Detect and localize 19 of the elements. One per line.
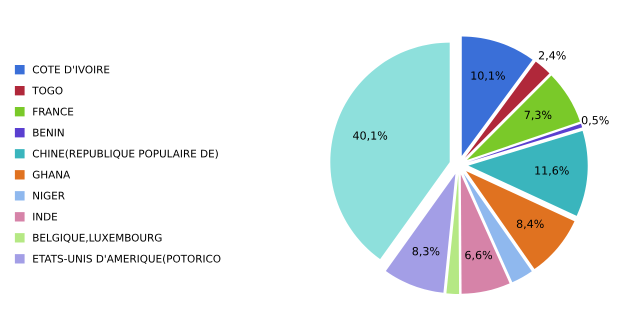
data-label: 7,3% [524, 110, 552, 120]
legend-label: BENIN [33, 128, 64, 136]
data-label: 2,4% [538, 51, 566, 61]
legend-label: NIGER [33, 192, 65, 200]
legend-label: COTE D'IVOIRE [32, 66, 110, 74]
legend-label: GHANA [32, 170, 70, 179]
data-label: 40,1% [353, 131, 388, 141]
data-label: 10,1% [471, 71, 505, 81]
legend-label: BELGIQUE,LUXEMBOURG [33, 234, 162, 243]
data-label: 11,6% [535, 166, 569, 176]
legend-label: ETATS-UNIS D'AMERIQUE(POTORICO [33, 254, 220, 264]
legend-label: INDE [33, 212, 58, 220]
legend-label: TOGO [32, 86, 62, 94]
data-label: 6,6% [465, 250, 492, 260]
legend-label: CHINE(REPUBLIQUE POPULAIRE DE) [32, 149, 218, 159]
legend-label: FRANCE [33, 108, 74, 116]
data-label: 8,3% [412, 246, 440, 256]
data-label: 8,4% [516, 220, 544, 230]
data-label: 0,5% [582, 116, 609, 126]
